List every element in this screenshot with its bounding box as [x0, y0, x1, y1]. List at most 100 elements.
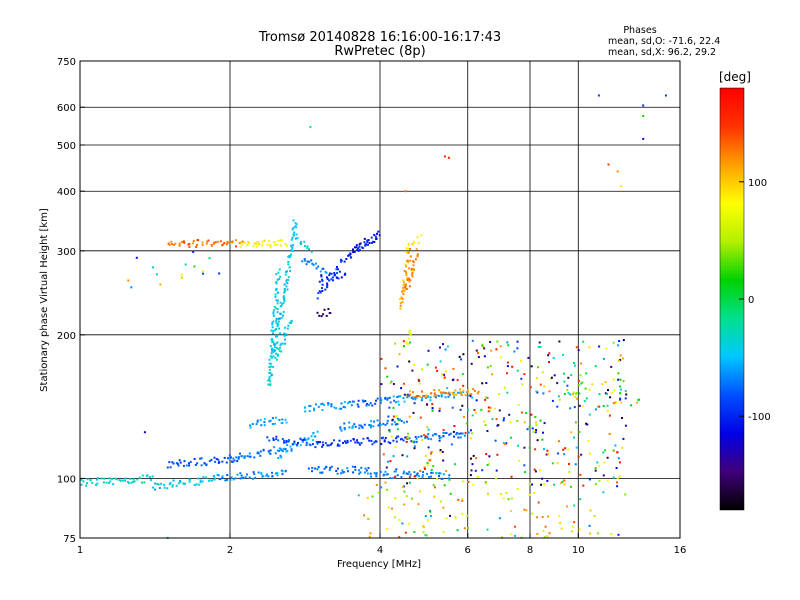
- echo-point: [361, 399, 364, 402]
- echo-point: [625, 393, 628, 396]
- echo-point: [481, 469, 484, 472]
- echo-point: [275, 318, 278, 320]
- echo-point: [114, 477, 117, 480]
- echo-point: [506, 365, 509, 368]
- echo-point: [426, 426, 429, 429]
- echo-point: [174, 242, 177, 245]
- echo-point: [624, 424, 627, 427]
- echo-point: [431, 403, 434, 406]
- echo-point: [367, 517, 369, 520]
- echo-point: [622, 437, 625, 440]
- echo-point: [282, 296, 285, 299]
- echo-point: [200, 464, 203, 467]
- echo-point: [232, 457, 235, 460]
- echo-point: [383, 440, 386, 443]
- echo-point: [421, 390, 423, 393]
- echo-point: [424, 454, 427, 457]
- echo-point: [482, 345, 485, 348]
- echo-point: [235, 245, 237, 248]
- echo-point: [588, 478, 591, 481]
- echo-point: [544, 525, 547, 528]
- echo-point: [338, 439, 341, 442]
- echo-point: [224, 479, 227, 482]
- echo-point: [486, 528, 489, 531]
- echo-point: [168, 461, 171, 464]
- echo-point: [367, 239, 370, 242]
- echo-point: [181, 240, 184, 243]
- echo-point: [179, 461, 182, 464]
- echo-point: [395, 415, 398, 418]
- echo-point: [290, 449, 293, 452]
- echo-point: [293, 440, 296, 443]
- echo-point: [408, 337, 410, 340]
- echo-point: [398, 519, 401, 521]
- echo-point: [406, 455, 409, 458]
- echo-point: [580, 382, 583, 385]
- echo-point: [569, 407, 572, 410]
- echo-point: [396, 396, 399, 398]
- echo-point: [463, 416, 465, 418]
- echo-point: [562, 448, 565, 451]
- echo-point: [340, 407, 343, 410]
- echo-point: [387, 506, 390, 509]
- echo-point: [403, 470, 406, 473]
- echo-point: [330, 278, 333, 281]
- echo-point: [274, 472, 277, 475]
- echo-point: [407, 251, 410, 254]
- echo-point: [583, 400, 586, 403]
- echo-point: [467, 389, 469, 392]
- echo-point: [415, 395, 418, 397]
- echo-point: [472, 454, 475, 457]
- echo-point: [102, 481, 105, 484]
- echo-point: [299, 444, 302, 447]
- echo-point: [570, 374, 573, 377]
- echo-point: [168, 483, 171, 486]
- echo-point: [389, 460, 392, 463]
- echo-point: [330, 442, 333, 445]
- echo-point: [405, 283, 407, 286]
- echo-point: [500, 493, 503, 495]
- echo-point: [384, 481, 387, 484]
- echo-point: [188, 246, 191, 248]
- echo-point: [470, 437, 473, 440]
- echo-point: [398, 403, 400, 406]
- echo-point: [127, 482, 130, 485]
- echo-point: [578, 528, 581, 531]
- echo-point: [453, 435, 455, 438]
- echo-point: [438, 439, 441, 442]
- echo-point: [284, 243, 287, 245]
- echo-point: [569, 485, 572, 488]
- echo-point: [188, 464, 191, 467]
- echo-point: [108, 481, 110, 484]
- echo-point: [272, 365, 275, 368]
- echo-point: [119, 479, 122, 482]
- echo-point: [420, 399, 423, 402]
- echo-point: [624, 390, 627, 392]
- echo-point: [405, 251, 408, 254]
- echo-point: [305, 444, 308, 447]
- echo-point: [223, 456, 226, 459]
- echo-point: [256, 420, 259, 423]
- echo-point: [406, 277, 409, 280]
- echo-point: [201, 480, 204, 483]
- echo-point: [567, 376, 570, 379]
- echo-point: [226, 243, 228, 246]
- echo-point: [439, 346, 441, 349]
- echo-point: [419, 469, 422, 472]
- echo-point: [606, 409, 609, 412]
- echo-point: [219, 478, 222, 480]
- echo-point: [528, 446, 531, 449]
- echo-point: [467, 526, 469, 529]
- echo-point: [414, 396, 417, 399]
- echo-point: [337, 277, 340, 280]
- echo-point: [584, 387, 587, 390]
- echo-point: [405, 420, 408, 423]
- echo-point: [495, 418, 498, 421]
- echo-point: [315, 403, 317, 406]
- echo-point: [412, 260, 415, 263]
- echo-point: [326, 278, 329, 280]
- echo-point: [575, 446, 578, 449]
- echo-point: [268, 378, 271, 380]
- echo-point: [621, 357, 624, 360]
- echo-point: [366, 437, 369, 440]
